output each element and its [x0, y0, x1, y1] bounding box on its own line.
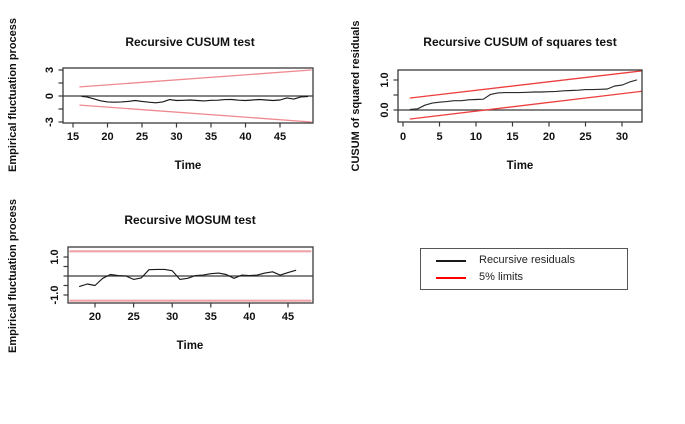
x-tick-label: 25 [136, 131, 148, 143]
y-axis-label: Empirical fluctuation process [7, 198, 19, 354]
y-axis-label: Empirical fluctuation process [7, 17, 19, 173]
x-tick-label: 35 [205, 131, 217, 143]
legend-label: Recursive residuals [479, 254, 575, 266]
x-tick-label: 25 [127, 311, 139, 323]
x-tick-label: 30 [166, 311, 178, 323]
lower-limit-line [79, 104, 312, 123]
x-tick-label: 30 [170, 131, 182, 143]
legend-line-red [436, 276, 466, 279]
upper-limit-line [79, 69, 312, 88]
x-tick-label: 20 [89, 311, 101, 323]
x-tick-label: 40 [239, 131, 251, 143]
legend-box: Recursive residuals 5% limits [420, 248, 628, 290]
y-axis-label: CUSUM of squared residuals [350, 20, 362, 172]
x-tick-label: 30 [616, 131, 628, 143]
y-tick-label: 0.0 [379, 102, 391, 117]
x-tick-label: 20 [543, 131, 555, 143]
y-tick-label: 1.0 [49, 249, 61, 264]
chart-title: Recursive MOSUM test [124, 213, 256, 227]
x-tick-label: 40 [243, 311, 255, 323]
x-tick-label: 10 [470, 131, 482, 143]
x-tick-label: 0 [400, 131, 406, 143]
x-tick-label: 20 [101, 131, 113, 143]
plot-box [397, 69, 643, 123]
y-tick-label: 0 [44, 93, 56, 99]
x-axis-label: Time [506, 160, 534, 172]
y-tick-label: 3 [44, 67, 56, 73]
legend-entry-recursive-residuals: Recursive residuals [436, 254, 627, 267]
x-tick-label: 35 [205, 311, 217, 323]
y-tick-label: -1.0 [49, 286, 61, 305]
upper-limit-line [409, 70, 642, 99]
series-line-recursive-residuals [81, 95, 309, 104]
chart-title: Recursive CUSUM of squares test [423, 35, 617, 49]
x-tick-label: 25 [579, 131, 591, 143]
x-tick-label: 5 [436, 131, 442, 143]
series-line-recursive-residuals [79, 268, 297, 287]
chart-title: Recursive CUSUM test [125, 35, 255, 49]
y-tick-label: -3 [44, 117, 56, 127]
x-tick-label: 45 [282, 311, 294, 323]
legend-label: 5% limits [479, 271, 524, 283]
series-line-recursive-residuals [409, 79, 638, 110]
lower-limit-line [409, 90, 642, 120]
y-tick-label: 1.0 [379, 72, 391, 87]
x-axis-label: Time [174, 160, 202, 172]
plot-box [67, 246, 314, 304]
legend-entry-5-percent-limits: 5% limits [436, 271, 627, 284]
x-tick-label: 15 [506, 131, 518, 143]
x-tick-label: 15 [67, 131, 79, 143]
legend-line-black [436, 259, 466, 262]
x-tick-label: 45 [274, 131, 286, 143]
x-axis-label: Time [176, 340, 204, 352]
